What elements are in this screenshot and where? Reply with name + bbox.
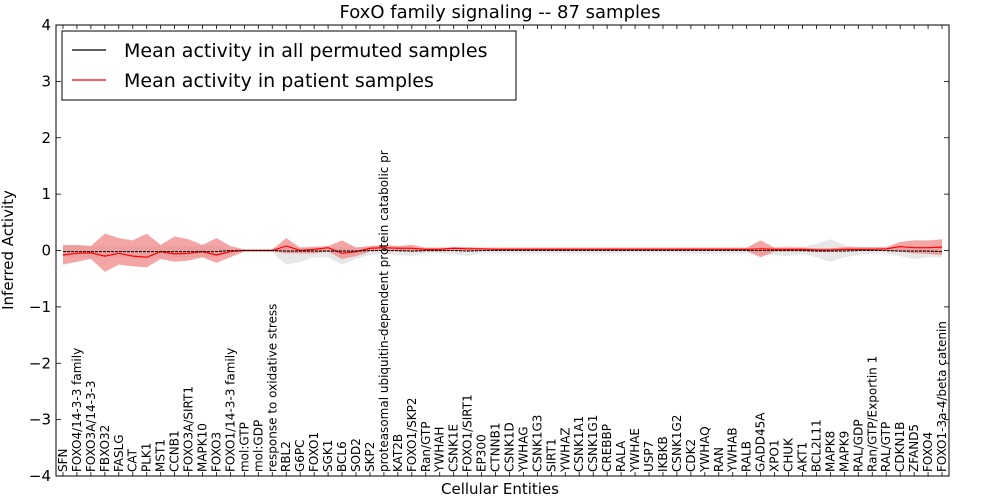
band-patient <box>62 233 943 272</box>
x-tick-label: CSNK1D <box>502 422 516 472</box>
x-tick-label: CREBBP <box>600 424 614 472</box>
x-tick-label: IKBKB <box>656 436 670 472</box>
x-tick-label: proteasomal ubiquitin-dependent protein … <box>377 150 391 472</box>
x-tick-label: CTNNB1 <box>489 422 503 472</box>
x-tick-label: YWHAB <box>726 427 740 473</box>
x-tick-label: FOXO4/14-3-3 family <box>70 348 84 472</box>
x-tick-label: FOXO1/14-3-3 family <box>223 348 237 472</box>
x-tick-label: SOD2 <box>349 438 363 472</box>
x-tick-label: EP300 <box>475 434 489 472</box>
x-tick-label: YWHAH <box>433 427 447 473</box>
y-tick-label: 1 <box>41 185 51 203</box>
y-axis-label: Inferred Activity <box>0 190 17 310</box>
legend-label-patient: Mean activity in patient samples <box>124 70 434 92</box>
x-tick-label: CSNK1G2 <box>670 415 684 472</box>
y-tick-label: 4 <box>41 16 51 34</box>
x-tick-label: G6PC <box>293 439 307 472</box>
x-tick-label: FOXO4 <box>921 432 935 472</box>
x-tick-label: USP7 <box>642 441 656 472</box>
series-lines <box>62 245 943 258</box>
x-tick-label: FOXO1-3a-4/beta catenin <box>935 321 949 472</box>
line-permuted <box>62 249 943 253</box>
x-tick-labels: SFN FOXO4/14-3-3 family FOXO3A/14-3-3 FBXO3… <box>56 150 949 473</box>
x-tick-label: Ran/GTP/Exportin 1 <box>865 356 879 472</box>
band-permuted <box>62 239 943 265</box>
chart-title: FoxO family signaling -- 87 samples <box>340 2 661 23</box>
x-tick-label: MAPK9 <box>837 431 851 472</box>
x-tick-label: MST1 <box>154 439 168 472</box>
x-tick-label: KAT2B <box>391 434 405 472</box>
line-patient <box>62 245 943 258</box>
x-tick-label: FOXO1 <box>307 432 321 472</box>
x-tick-label: GADD45A <box>754 412 768 472</box>
x-tick-label: CSNK1G1 <box>586 415 600 472</box>
x-tick-label: RALB <box>740 441 754 472</box>
x-tick-label: SFN <box>56 449 70 473</box>
x-tick-label: YWHAG <box>516 426 530 473</box>
x-tick-label: BCL6 <box>335 441 349 472</box>
x-tick-label: CHUK <box>782 437 796 472</box>
y-tick-label: −1 <box>29 298 51 316</box>
x-tick-label: YWHAZ <box>558 427 572 473</box>
x-tick-label: CDKN1B <box>893 422 907 472</box>
x-axis-label: Cellular Entities <box>441 480 559 498</box>
plot-frame <box>55 24 950 477</box>
x-tick-label: MAPK10 <box>196 423 210 472</box>
x-tick-label: FBXO32 <box>98 425 112 472</box>
y-axis: −4 −3 −2 −1 0 1 2 3 4 <box>29 16 949 485</box>
y-tick-label: 2 <box>41 129 51 147</box>
x-tick-label: ZFAND5 <box>907 424 921 472</box>
x-tick-label: SGK1 <box>321 440 335 472</box>
x-tick-label: SKP2 <box>363 442 377 472</box>
x-tick-label: CAT <box>126 448 140 472</box>
x-tick-label: CSNK1E <box>447 424 461 472</box>
legend-label-permuted: Mean activity in all permuted samples <box>124 40 487 62</box>
x-tick-label: RAN <box>712 447 726 472</box>
x-ticks <box>62 25 943 476</box>
x-tick-label: FASLG <box>112 434 126 472</box>
x-tick-label: FOXO3A/14-3-3 <box>84 380 98 472</box>
y-tick-label: 0 <box>41 242 51 260</box>
x-tick-label: AKT1 <box>795 442 809 472</box>
x-tick-label: CSNK1G3 <box>530 415 544 472</box>
x-tick-label: CDK2 <box>684 439 698 472</box>
x-tick-label: RAL/GDP <box>851 419 865 472</box>
x-tick-label: RAL/GTP <box>879 422 893 472</box>
y-tick-label: −3 <box>29 411 51 429</box>
x-tick-label: Ran/GTP <box>419 421 433 472</box>
legend-box <box>61 30 517 101</box>
x-tick-label: FOXO3A/SIRT1 <box>182 386 196 472</box>
x-tick-label: PLK1 <box>140 443 154 472</box>
x-tick-label: MAPK8 <box>823 431 837 472</box>
x-tick-label: FOXO3 <box>209 432 223 472</box>
confidence-bands <box>62 233 943 272</box>
x-tick-label: SIRT1 <box>544 438 558 472</box>
x-tick-label: YWHAE <box>628 428 642 473</box>
x-tick-label: RBL2 <box>279 441 293 472</box>
x-tick-label: RALA <box>614 440 628 472</box>
x-tick-label: mol:GTP <box>237 422 251 472</box>
x-tick-label: YWHAQ <box>698 426 712 473</box>
x-tick-label: FOXO1/SKP2 <box>405 397 419 472</box>
x-tick-label: FOXO1/SIRT1 <box>461 394 475 472</box>
x-tick-label: BCL2L11 <box>809 419 823 472</box>
x-tick-label: response to oxidative stress <box>265 304 279 472</box>
y-tick-label: −2 <box>29 354 51 372</box>
x-tick-label: mol:GDP <box>251 420 265 472</box>
x-tick-label: CSNK1A1 <box>572 416 586 472</box>
y-tick-label: −4 <box>29 467 51 485</box>
legend: Mean activity in all permuted samples Me… <box>61 30 517 101</box>
x-tick-label: XPO1 <box>768 439 782 472</box>
x-tick-label: CCNB1 <box>168 430 182 472</box>
y-tick-label: 3 <box>41 72 51 90</box>
